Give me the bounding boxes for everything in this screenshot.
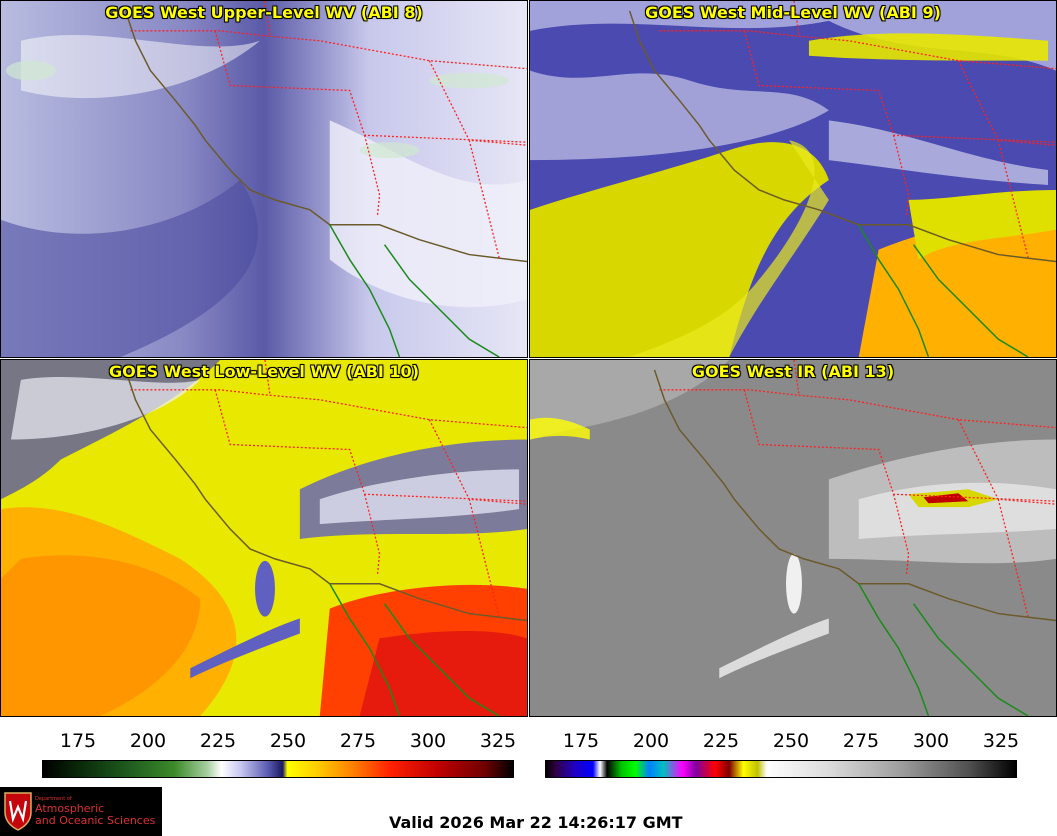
panel-title: GOES West Mid-Level WV (ABI 9) bbox=[645, 3, 941, 22]
aos-logo: Department of Atmospheric and Oceanic Sc… bbox=[0, 787, 162, 836]
logo-line-oceanic: and Oceanic Sciences bbox=[35, 814, 156, 827]
tick-label: 225 bbox=[702, 730, 740, 752]
tick-label: 200 bbox=[632, 730, 670, 752]
panel-title: GOES West Low-Level WV (ABI 10) bbox=[108, 362, 419, 381]
logo-name: Atmospheric and Oceanic Sciences bbox=[35, 803, 155, 827]
colorbar-right bbox=[545, 760, 1017, 778]
valid-time: Valid 2026 Mar 22 14:26:17 GMT bbox=[389, 813, 683, 832]
tick-label: 225 bbox=[199, 730, 237, 752]
mid-level-wv-image bbox=[530, 1, 1056, 357]
panel-upper-level-wv: GOES West Upper-Level WV (ABI 8) bbox=[0, 0, 528, 358]
tick-label: 250 bbox=[269, 730, 307, 752]
tick-label: 275 bbox=[842, 730, 880, 752]
tick-label: 200 bbox=[129, 730, 167, 752]
panel-low-level-wv: GOES West Low-Level WV (ABI 10) bbox=[0, 359, 528, 717]
tick-label: 275 bbox=[339, 730, 377, 752]
tick-label: 300 bbox=[409, 730, 447, 752]
tick-label: 300 bbox=[912, 730, 950, 752]
panel-title: GOES West IR (ABI 13) bbox=[691, 362, 895, 381]
tick-label: 325 bbox=[982, 730, 1020, 752]
colorbar-left bbox=[42, 760, 514, 778]
panel-mid-level-wv: GOES West Mid-Level WV (ABI 9) bbox=[529, 0, 1057, 358]
tick-label: 175 bbox=[59, 730, 97, 752]
uw-crest-icon bbox=[4, 792, 32, 831]
tick-label: 325 bbox=[479, 730, 517, 752]
tick-label: 175 bbox=[562, 730, 600, 752]
logo-line-atmospheric: Atmospheric bbox=[35, 802, 105, 815]
upper-level-wv-image bbox=[1, 1, 527, 357]
ir-image bbox=[530, 360, 1056, 716]
low-level-wv-image bbox=[1, 360, 527, 716]
panel-title: GOES West Upper-Level WV (ABI 8) bbox=[105, 3, 423, 22]
panel-ir: GOES West IR (ABI 13) bbox=[529, 359, 1057, 717]
tick-label: 250 bbox=[772, 730, 810, 752]
logo-department: Department of bbox=[35, 796, 72, 802]
